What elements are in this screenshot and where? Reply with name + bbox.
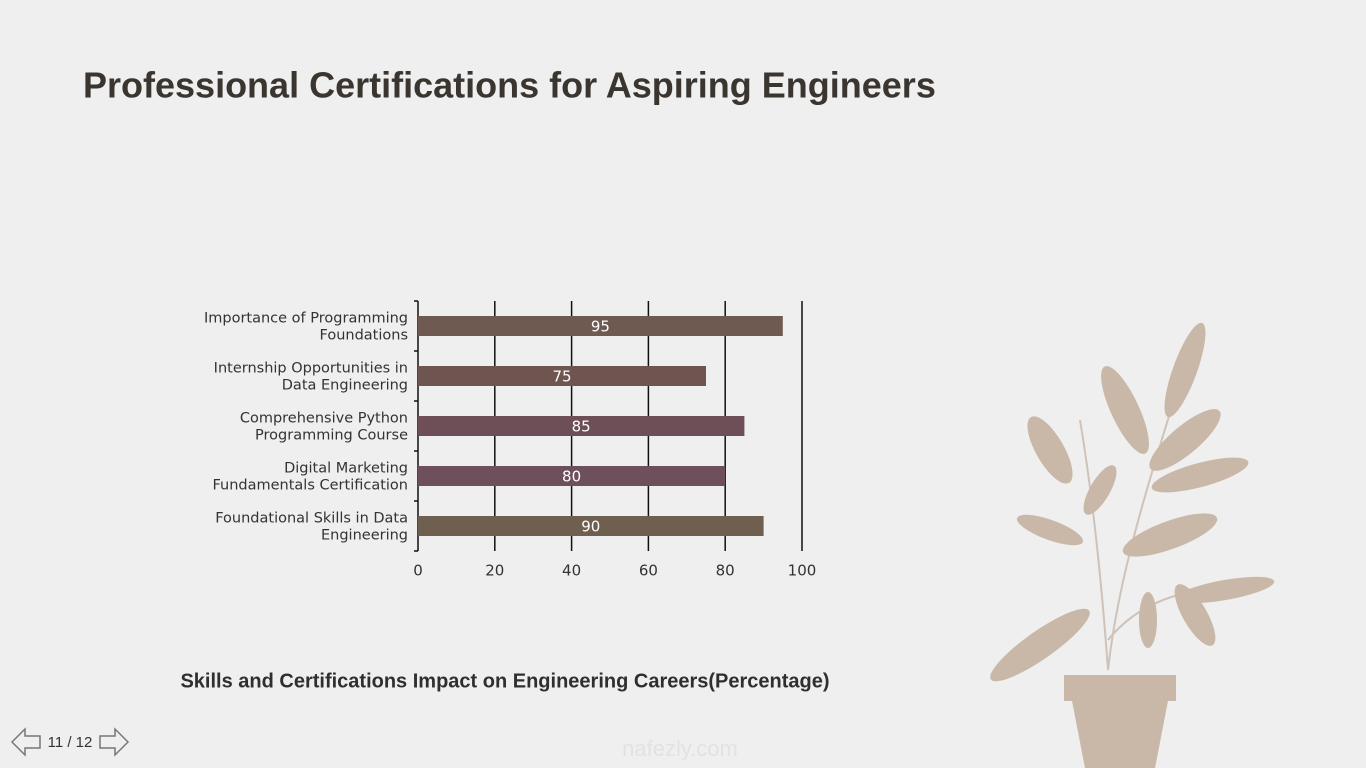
value-label: 85 xyxy=(572,418,591,436)
chart-title: Skills and Certifications Impact on Engi… xyxy=(180,670,829,692)
value-label: 75 xyxy=(552,368,571,386)
bar xyxy=(418,516,764,536)
plant-decoration xyxy=(990,322,1275,768)
navigation: 11 / 12 xyxy=(10,727,130,757)
x-tick-label: 80 xyxy=(716,562,735,580)
bar xyxy=(418,466,726,486)
y-tick-label: Internship Opportunities in Data Enginee… xyxy=(213,360,408,394)
value-label: 95 xyxy=(591,318,610,336)
y-tick-label: Foundational Skills in Data Engineering xyxy=(215,510,408,544)
page-indicator: 11 / 12 xyxy=(48,734,93,751)
slide-title: Professional Certifications for Aspiring… xyxy=(83,65,936,106)
bar xyxy=(418,416,745,436)
x-tick-label: 100 xyxy=(788,562,817,580)
bar xyxy=(418,366,706,386)
y-tick-label: Importance of Programming Foundations xyxy=(203,310,408,344)
bar xyxy=(418,316,783,336)
x-tick-label: 20 xyxy=(485,562,504,580)
x-tick-label: 40 xyxy=(562,562,581,580)
watermark: nafezly.com xyxy=(622,736,738,761)
x-tick-label: 0 xyxy=(413,562,423,580)
y-tick-label: Comprehensive Python Programming Course xyxy=(239,410,408,444)
value-label: 90 xyxy=(581,518,600,536)
next-button[interactable] xyxy=(99,727,130,757)
y-tick-label: Digital Marketing Fundamentals Certifica… xyxy=(212,460,408,494)
x-tick-label: 60 xyxy=(639,562,658,580)
value-label: 80 xyxy=(562,468,581,486)
prev-button[interactable] xyxy=(10,727,41,757)
